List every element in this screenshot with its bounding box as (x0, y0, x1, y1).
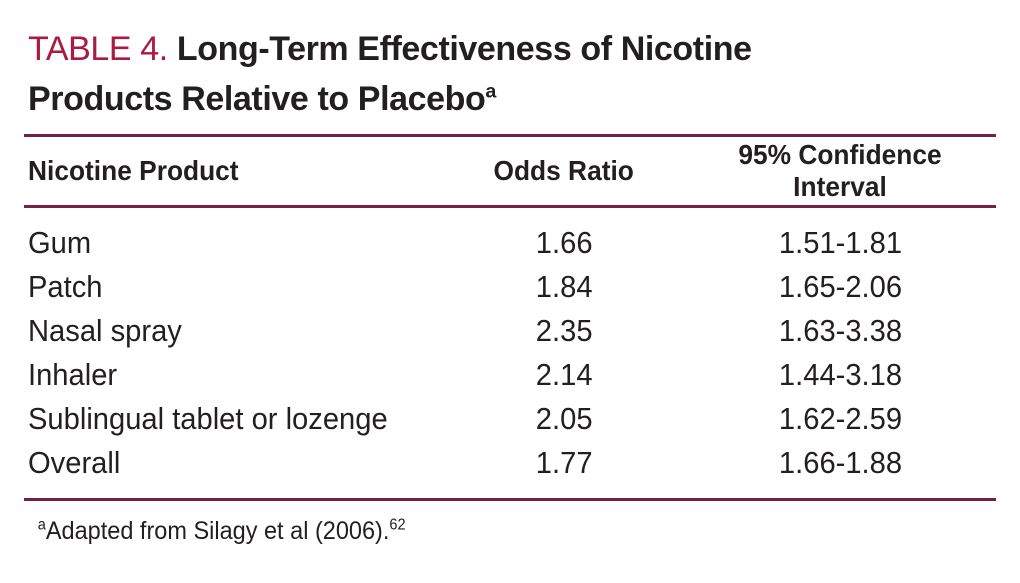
table-title-text-line1: Long-Term Effectiveness of Nicotine (176, 30, 752, 68)
table-row: Gum 1.66 1.51-1.81 (24, 221, 996, 265)
footnote-marker: a (37, 516, 46, 534)
footnote-reference-number: 62 (389, 516, 406, 534)
cell-confidence-interval: 1.51-1.81 (778, 225, 902, 260)
cell-odds-ratio: 1.84 (535, 269, 593, 304)
cell-product: Sublingual tablet or lozenge (28, 401, 388, 436)
cell-confidence-interval: 1.63-3.38 (778, 313, 902, 348)
cell-confidence-interval: 1.65-2.06 (778, 269, 902, 304)
table-row: Nasal spray 2.35 1.63-3.38 (24, 309, 996, 353)
header-rule (24, 205, 996, 208)
bottom-rule (24, 498, 996, 501)
cell-product: Overall (28, 445, 121, 480)
table-body: Gum 1.66 1.51-1.81 Patch 1.84 1.65-2.06 … (0, 208, 1020, 498)
cell-product: Gum (28, 225, 92, 260)
table-title: TABLE 4. Long-Term Effectiveness of Nico… (0, 0, 1020, 124)
table-row: Patch 1.84 1.65-2.06 (24, 265, 996, 309)
cell-confidence-interval: 1.44-3.18 (778, 357, 902, 392)
table-row: Inhaler 2.14 1.44-3.18 (24, 353, 996, 397)
footnote-text: Adapted from Silagy et al (2006). (45, 517, 390, 545)
cell-odds-ratio: 1.77 (535, 445, 593, 480)
cell-product: Patch (28, 269, 103, 304)
footnote-content: aAdapted from Silagy et al (2006).62 (38, 516, 406, 546)
column-header-product: Nicotine Product (28, 155, 239, 186)
cell-odds-ratio: 2.35 (535, 313, 593, 348)
cell-confidence-interval: 1.62-2.59 (778, 401, 902, 436)
table-number-label: TABLE 4. (28, 30, 168, 68)
table-header-row: Nicotine Product Odds Ratio 95% Confiden… (24, 137, 996, 205)
cell-odds-ratio: 2.14 (535, 357, 593, 392)
footnote: aAdapted from Silagy et al (2006).62 (26, 516, 1020, 546)
cell-odds-ratio: 1.66 (535, 225, 593, 260)
cell-odds-ratio: 2.05 (535, 401, 593, 436)
title-footnote-marker: a (485, 80, 496, 103)
column-header-odds-ratio: Odds Ratio (493, 155, 635, 186)
cell-product: Nasal spray (28, 313, 182, 348)
cell-confidence-interval: 1.66-1.88 (778, 445, 902, 480)
table-title-line2: Products Relative to Placeboa (28, 74, 992, 124)
table-row: Overall 1.77 1.66-1.88 (24, 441, 996, 485)
table-title-text-line2: Products Relative to Placebo (28, 80, 486, 118)
table-title-line1: TABLE 4. Long-Term Effectiveness of Nico… (28, 24, 992, 74)
cell-product: Inhaler (28, 357, 118, 392)
column-header-confidence-interval: 95% Confidence Interval (738, 139, 942, 202)
top-rule (24, 134, 996, 137)
table-row: Sublingual tablet or lozenge 2.05 1.62-2… (24, 397, 996, 441)
